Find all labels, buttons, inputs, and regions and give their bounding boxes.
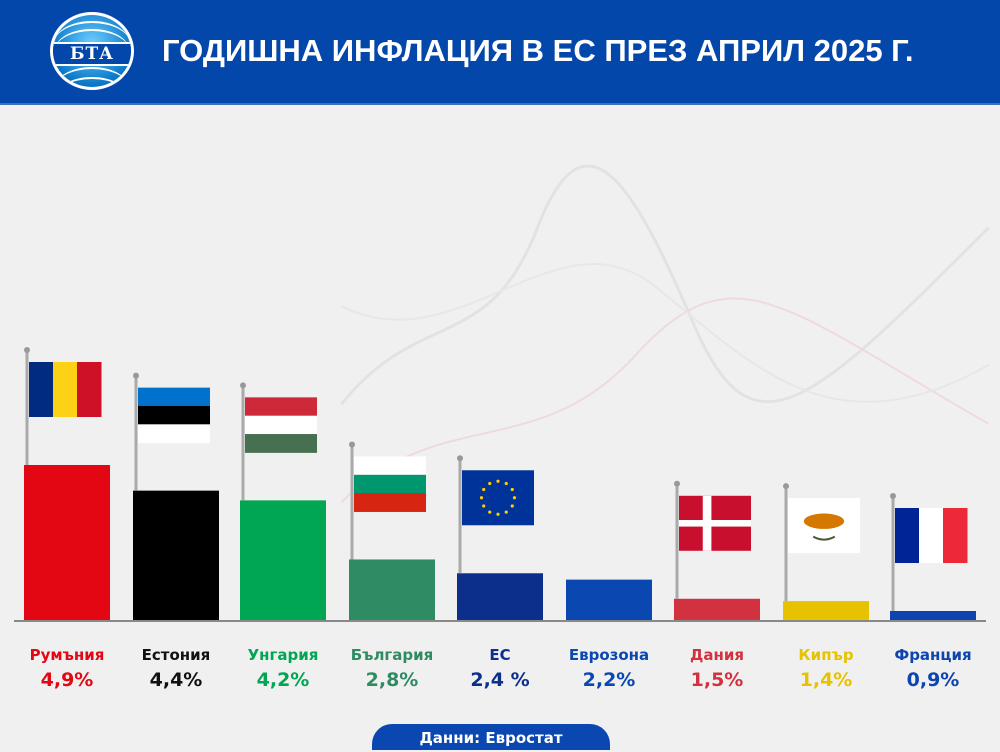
category-label: България: [350, 646, 434, 664]
value-label: 4,4%: [149, 669, 203, 691]
background-stock-chart-decoration: [340, 164, 990, 504]
flag-denmark-icon: [674, 480, 751, 599]
flag-cyprus-icon: [783, 483, 860, 602]
flag-eu-icon: [457, 455, 534, 574]
flag-estonia-icon: [133, 372, 210, 491]
value-label: 1,4%: [799, 669, 853, 691]
flag-hungary-icon: [240, 382, 317, 501]
bar-5: [457, 573, 543, 620]
flag-romania-icon: [24, 347, 102, 465]
source-badge: Данни: Евростат: [372, 724, 610, 750]
header-bar: БТА ГОДИШНА ИНФЛАЦИЯ В ЕС ПРЕЗ АПРИЛ 202…: [0, 0, 1000, 105]
value-label: 2,2%: [582, 669, 636, 691]
logo-text: БТА: [53, 42, 131, 66]
category-label: Унгария: [247, 646, 319, 664]
category-label: ЕС: [489, 646, 511, 664]
flag-bulgaria-icon: [349, 441, 426, 560]
category-label: Дания: [690, 646, 744, 664]
bar-7: [674, 598, 760, 620]
category-label: Румъния: [29, 646, 105, 664]
value-label: 2,8%: [365, 669, 419, 691]
bar-4: [349, 559, 435, 620]
bar-6: [566, 579, 652, 620]
bar-8: [783, 601, 869, 620]
bar-9: [890, 611, 976, 620]
chart-baseline: [14, 620, 986, 622]
category-label: Франция: [894, 646, 972, 664]
value-label: 0,9%: [906, 669, 960, 691]
category-label: Кипър: [798, 646, 854, 664]
bar-2: [133, 490, 219, 620]
flag-france-icon: [890, 493, 968, 612]
value-label: 2,4 %: [470, 669, 530, 691]
value-label: 4,9%: [40, 669, 94, 691]
page-title: ГОДИШНА ИНФЛАЦИЯ В ЕС ПРЕЗ АПРИЛ 2025 Г.: [162, 33, 914, 68]
bar-1: [24, 465, 110, 620]
value-label: 1,5%: [690, 669, 744, 691]
value-label: 4,2%: [256, 669, 310, 691]
category-label: Еврозона: [568, 646, 650, 664]
bar-3: [240, 500, 326, 620]
category-label: Естония: [141, 646, 211, 664]
bta-logo: БТА: [50, 12, 134, 90]
